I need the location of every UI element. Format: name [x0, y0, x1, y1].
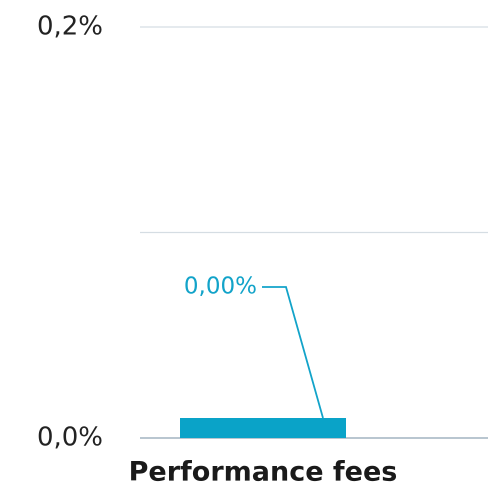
y-tick-label: 0,2% — [37, 12, 103, 42]
bar — [180, 418, 346, 438]
y-tick-label: 0,0% — [37, 423, 103, 453]
leader-line — [262, 286, 324, 419]
x-tick-label: Performance fees — [129, 457, 398, 488]
value-label: 0,00% — [184, 274, 257, 300]
